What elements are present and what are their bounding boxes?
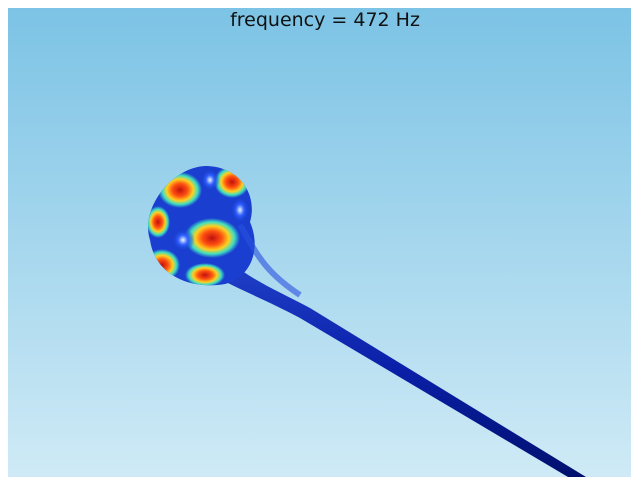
page: frequency = 472 Hz (() => { const data =… <box>0 0 639 485</box>
frequency-label: frequency = 472 Hz <box>230 9 420 31</box>
render-view: frequency = 472 Hz <box>0 0 639 485</box>
background <box>8 8 631 477</box>
